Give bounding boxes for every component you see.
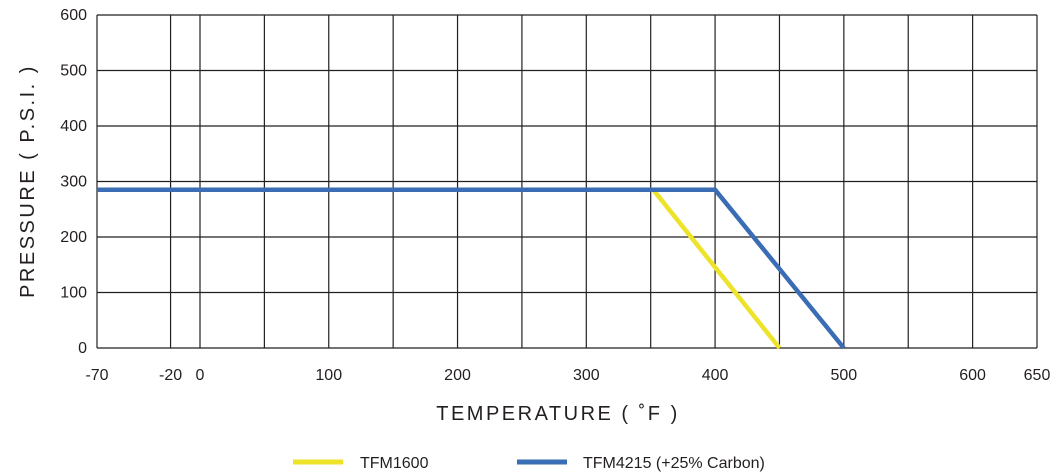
x-tick-label: -70 <box>85 367 108 384</box>
x-tick-label: 200 <box>444 367 471 384</box>
legend-label: TFM4215 (+25% Carbon) <box>583 455 765 472</box>
legend: TFM1600 TFM4215 (+25% Carbon) <box>293 455 765 472</box>
y-tick-label: 400 <box>60 118 87 135</box>
grid <box>96 14 1038 349</box>
series-lines <box>97 187 846 350</box>
x-tick-labels: -70 -20 0 100 200 300 400 500 600 650 <box>85 367 1050 384</box>
x-tick-label: 600 <box>959 367 986 384</box>
y-tick-label: 500 <box>60 63 87 80</box>
x-tick-label: 650 <box>1024 367 1051 384</box>
y-tick-label: 600 <box>60 7 87 24</box>
x-tick-label: 500 <box>830 367 857 384</box>
y-axis-title: PRESSURE ( P.S.I. ) <box>17 64 39 298</box>
x-tick-label: 400 <box>702 367 729 384</box>
y-tick-labels: 0 100 200 300 400 500 600 <box>60 7 87 357</box>
y-tick-label: 200 <box>60 229 87 246</box>
x-tick-label: 0 <box>196 367 205 384</box>
legend-label: TFM1600 <box>360 455 429 472</box>
y-tick-label: 0 <box>78 340 87 357</box>
series-line <box>97 187 782 350</box>
y-tick-label: 100 <box>60 285 87 302</box>
x-tick-label: 300 <box>573 367 600 384</box>
x-axis-title: TEMPERATURE ( ˚F ) <box>436 403 680 425</box>
x-tick-label: -20 <box>159 367 182 384</box>
y-tick-label: 300 <box>60 174 87 191</box>
series-line <box>97 187 846 350</box>
x-tick-label: 100 <box>315 367 342 384</box>
